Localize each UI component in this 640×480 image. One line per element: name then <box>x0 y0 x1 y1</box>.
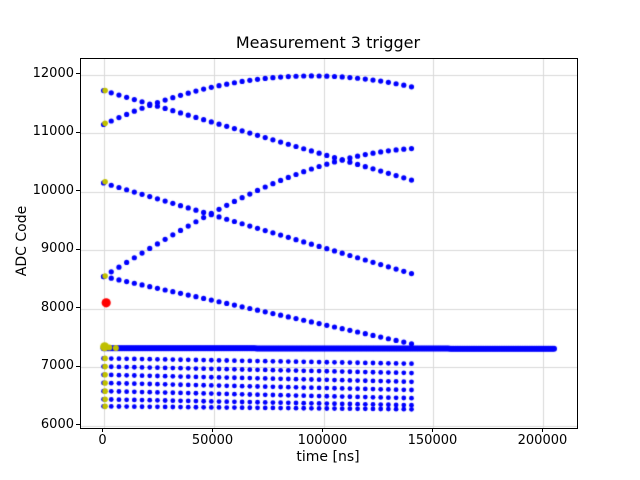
y-tick-label: 8000 <box>40 299 74 315</box>
x-tick-mark <box>431 428 433 432</box>
plot-title: Measurement 3 trigger <box>235 33 421 52</box>
x-tick-mark <box>212 428 214 432</box>
y-tick-mark <box>76 307 80 309</box>
x-tick-label: 0 <box>98 433 107 448</box>
y-tick-mark <box>76 365 80 367</box>
x-tick-mark <box>102 428 104 432</box>
y-tick-label: 9000 <box>40 241 74 257</box>
y-tick-label: 7000 <box>40 358 74 374</box>
x-tick-mark <box>322 428 323 432</box>
y-tick-mark <box>76 73 80 75</box>
x-tick-label: 100000 <box>297 433 348 448</box>
scatter-plot-canvas <box>81 59 577 428</box>
y-tick-label: 12000 <box>32 65 74 81</box>
x-tick-mark <box>541 428 543 432</box>
x-axis-label: time [ns] <box>296 449 360 465</box>
plot-area <box>80 58 578 429</box>
y-tick-mark <box>76 190 80 192</box>
y-tick-label: 10000 <box>32 182 74 198</box>
y-tick-label: 6000 <box>40 416 74 432</box>
x-tick-label: 50000 <box>191 433 234 448</box>
y-tick-mark <box>76 424 80 426</box>
y-tick-label: 11000 <box>32 124 74 140</box>
x-tick-label: 150000 <box>407 433 458 448</box>
y-tick-mark <box>76 131 80 133</box>
y-tick-mark <box>76 248 80 250</box>
x-tick-label: 200000 <box>517 433 568 448</box>
